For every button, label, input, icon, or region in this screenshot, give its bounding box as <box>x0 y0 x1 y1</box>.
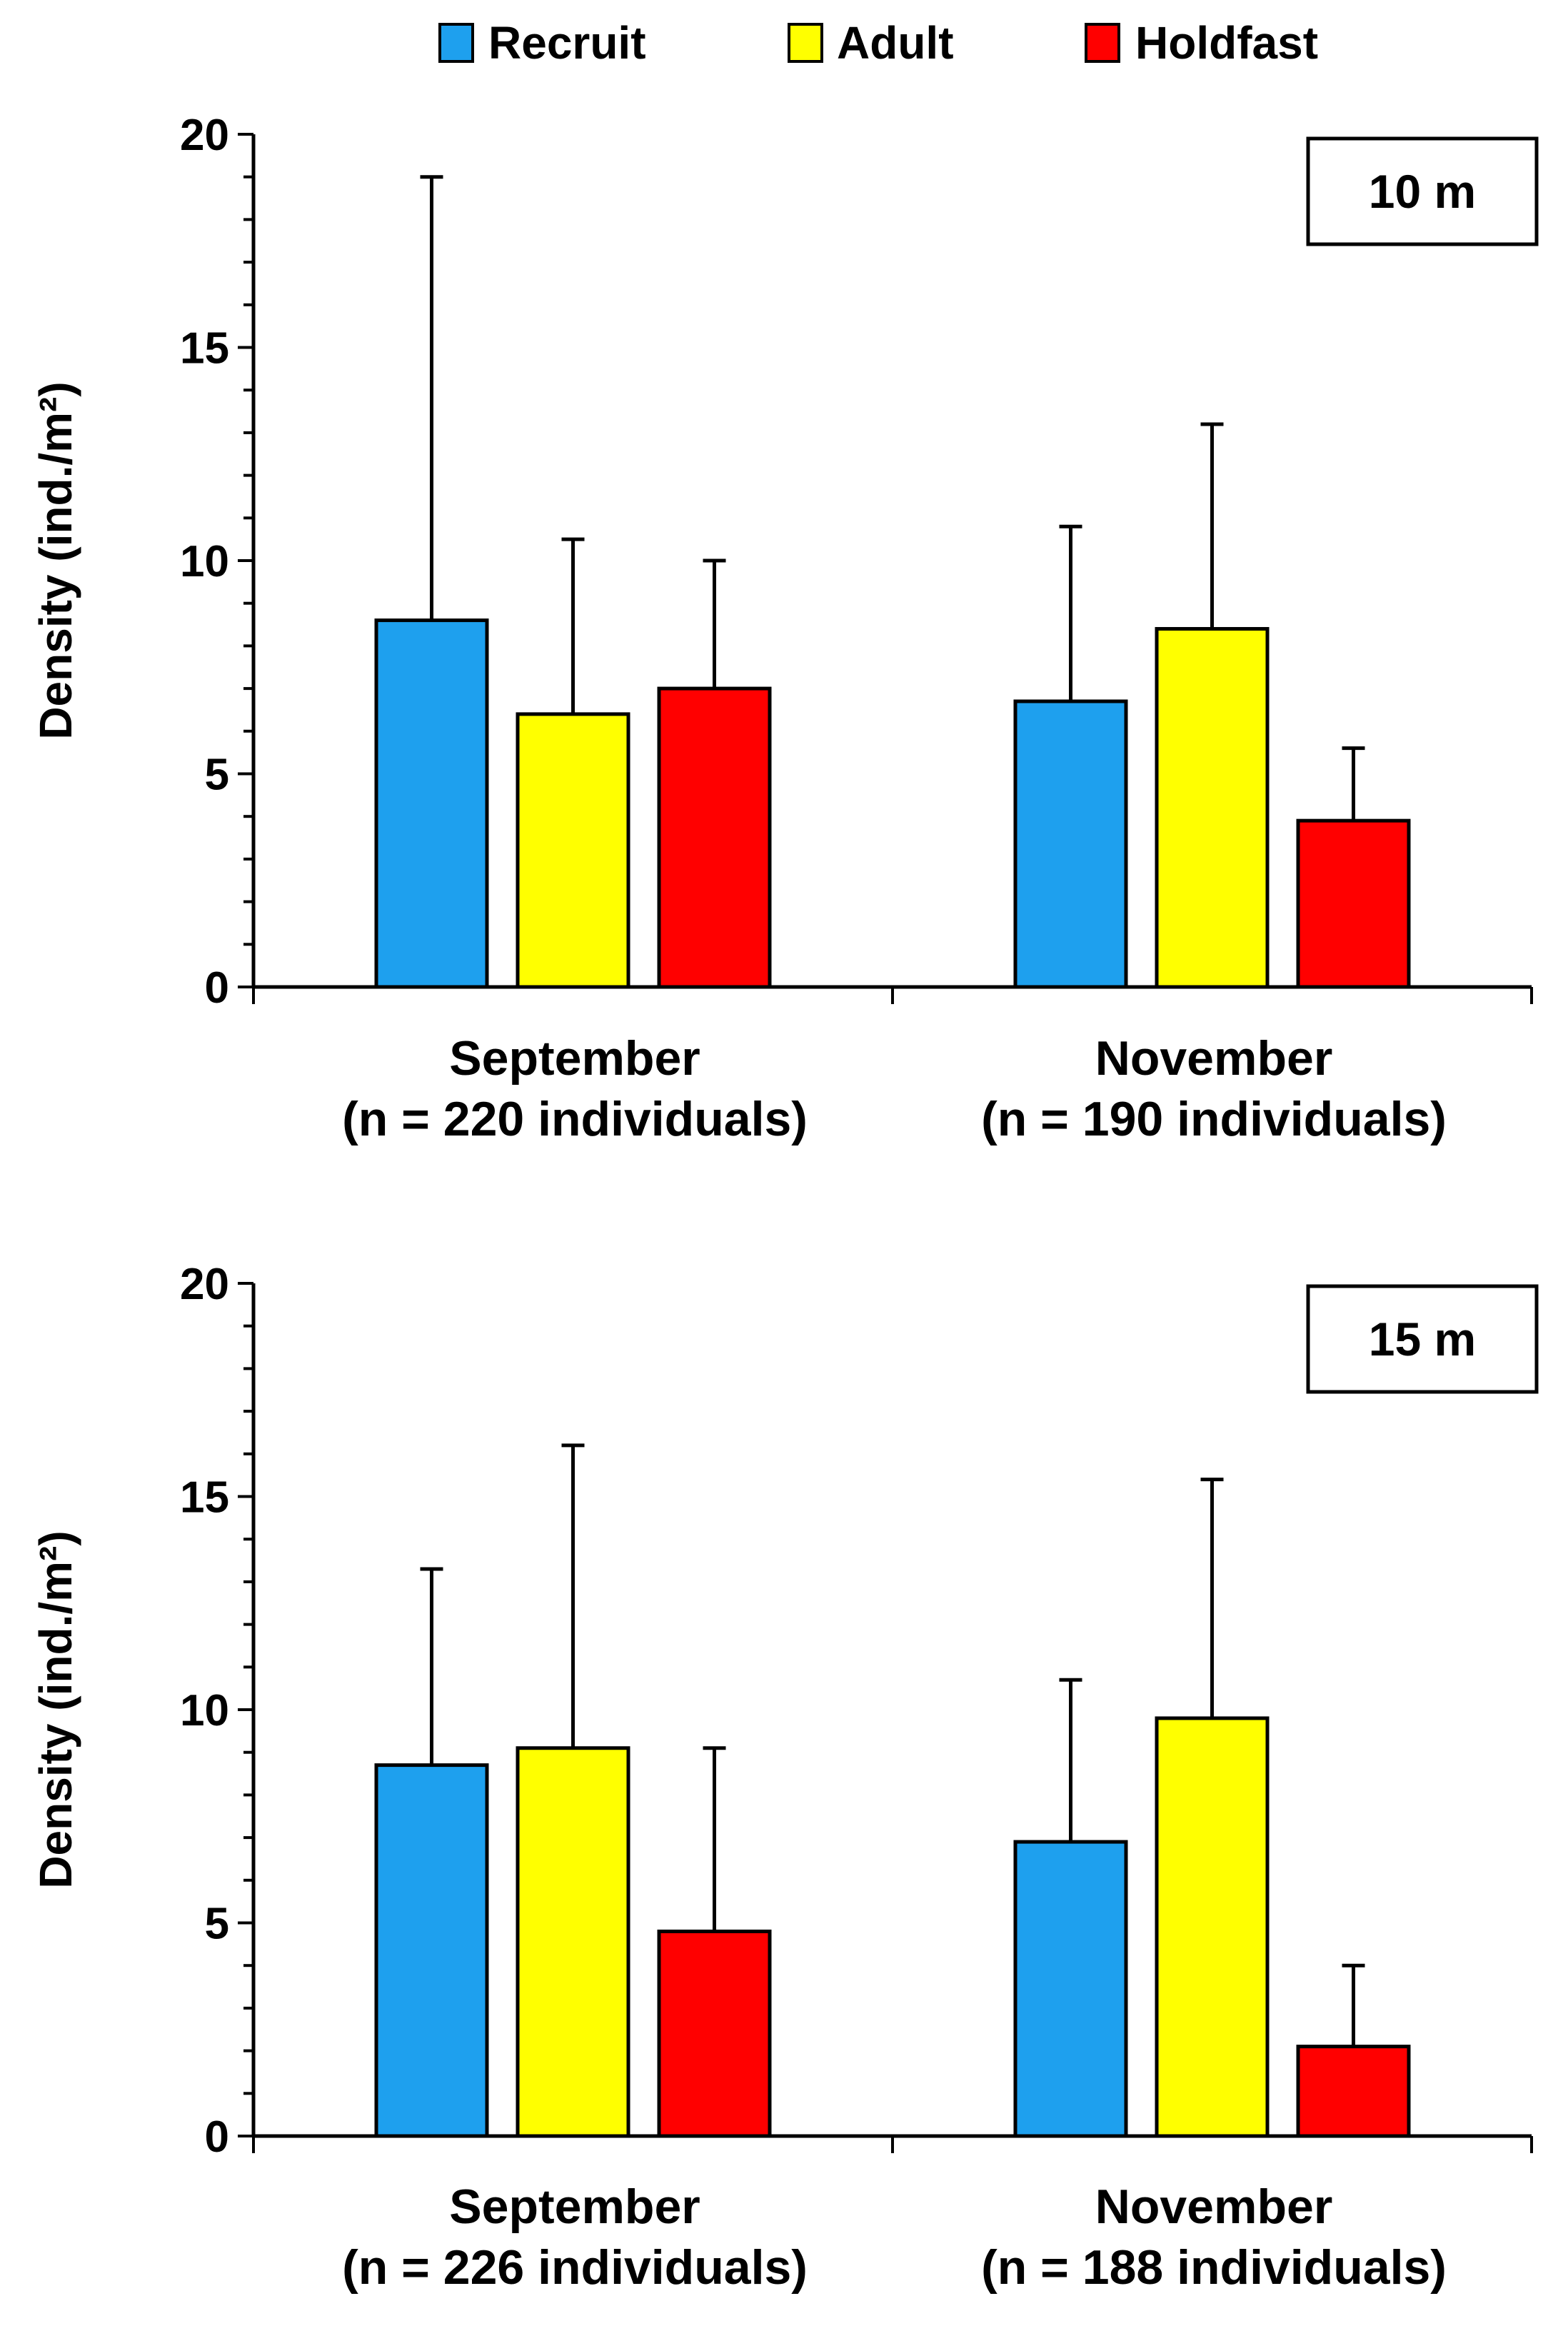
panel1-y-tick-label: 20 <box>180 111 229 160</box>
panel2-bar-holdfast <box>657 1929 772 2138</box>
panel1-category-sublabel: (n = 190 individuals) <box>981 1092 1447 1146</box>
legend-label-recruit: Recruit <box>488 17 646 69</box>
panel2-y-tick-label: 5 <box>205 1900 229 1949</box>
panel1-depth-box <box>1306 136 1539 246</box>
panel1-category-label: September <box>449 1031 700 1086</box>
panel1-category-label: November <box>1095 1031 1333 1086</box>
panel2-depth-box <box>1306 1284 1539 1394</box>
panel2-y-tick-label: 15 <box>180 1473 229 1523</box>
panel2-category-sublabel: (n = 188 individuals) <box>981 2240 1447 2295</box>
panel2-category-label: September <box>449 2180 700 2234</box>
panel2-bar-recruit <box>374 1763 489 2138</box>
legend-label-adult: Adult <box>837 17 954 69</box>
panel1-y-axis-label: Density (ind./m²) <box>30 381 81 739</box>
panel2-bar-holdfast <box>1296 2045 1411 2138</box>
panel2-depth-label: 15 m <box>1369 1313 1476 1365</box>
panel1-y-tick-label: 15 <box>180 324 229 374</box>
panel2-y-tick-label: 10 <box>180 1686 229 1735</box>
panel2-bar-recruit <box>1013 1840 1128 2138</box>
panel2-y-axis-label: Density (ind./m²) <box>30 1530 81 1888</box>
panel2-y-tick-label: 20 <box>180 1260 229 1309</box>
panel1-category-sublabel: (n = 220 individuals) <box>342 1092 808 1146</box>
panel1-bar-holdfast <box>657 686 772 989</box>
panel2-bar-adult <box>516 1746 630 2138</box>
legend-swatch-adult <box>788 23 823 63</box>
panel1-y-tick-label: 5 <box>205 751 229 800</box>
panel2-bar-adult <box>1155 1716 1270 2138</box>
panel1-y-tick-label: 0 <box>205 963 229 1013</box>
panel2-y-tick-label: 0 <box>205 2112 229 2162</box>
panel1-bar-recruit <box>1013 699 1128 989</box>
legend-swatch-recruit <box>438 23 474 63</box>
legend-swatch-holdfast <box>1085 23 1120 63</box>
panel1-depth-label: 10 m <box>1369 165 1476 218</box>
panel2-category-sublabel: (n = 226 individuals) <box>342 2240 808 2295</box>
panel1-bar-recruit <box>374 618 489 989</box>
panel1-bar-holdfast <box>1296 818 1411 989</box>
panel1-y-tick-label: 10 <box>180 537 229 586</box>
panel1-bar-adult <box>1155 627 1270 989</box>
panel1-bar-adult <box>516 712 630 989</box>
panel2-category-label: November <box>1095 2180 1333 2234</box>
legend-label-holdfast: Holdfast <box>1135 17 1318 69</box>
